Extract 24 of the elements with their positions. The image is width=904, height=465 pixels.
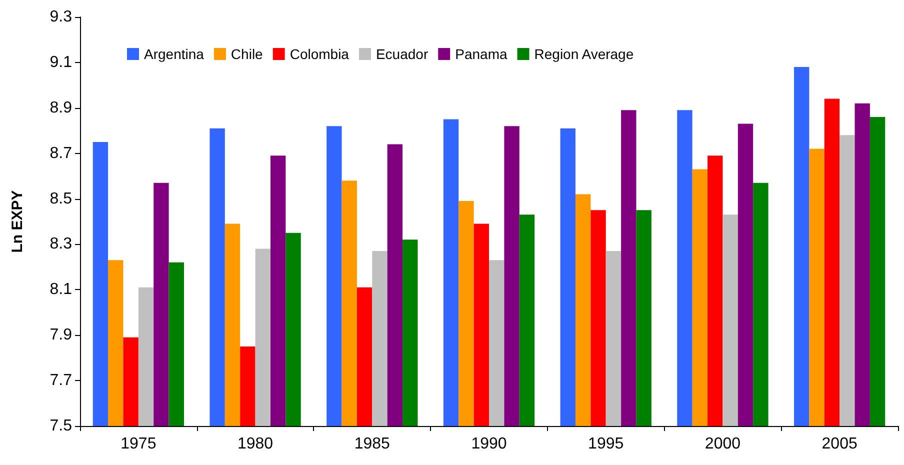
legend-label: Colombia (290, 46, 350, 62)
x-tick-label: 2000 (704, 436, 741, 452)
y-tick-label: 8.9 (50, 99, 72, 116)
legend-label: Chile (230, 46, 264, 62)
x-tick-label: 2005 (822, 436, 858, 452)
y-tick-label: 7.7 (50, 372, 72, 390)
y-tick-label: 9.3 (50, 8, 72, 26)
legend-label: Argentina (144, 46, 204, 62)
legend-label: Ecuador (376, 46, 428, 62)
y-axis-title: Ln EXPY (9, 190, 26, 253)
x-tick-label: 1975 (120, 436, 156, 452)
x-tick-label: 1980 (237, 436, 274, 452)
y-tick-label: 8.7 (50, 144, 72, 162)
y-tick-label: 8.5 (50, 190, 72, 208)
y-tick-label: 9.1 (50, 54, 72, 71)
y-tick-label: 8.1 (50, 281, 72, 298)
x-tick-label: 1985 (354, 436, 390, 452)
legend-label: Panama (455, 46, 508, 62)
x-tick-label: 1990 (471, 436, 507, 452)
y-tick-label: 8.3 (50, 236, 72, 253)
x-tick-label: 1995 (588, 436, 624, 452)
y-tick-label: 7.9 (50, 326, 72, 344)
y-tick-label: 7.5 (50, 418, 72, 434)
legend-label: Region Average (534, 46, 634, 62)
